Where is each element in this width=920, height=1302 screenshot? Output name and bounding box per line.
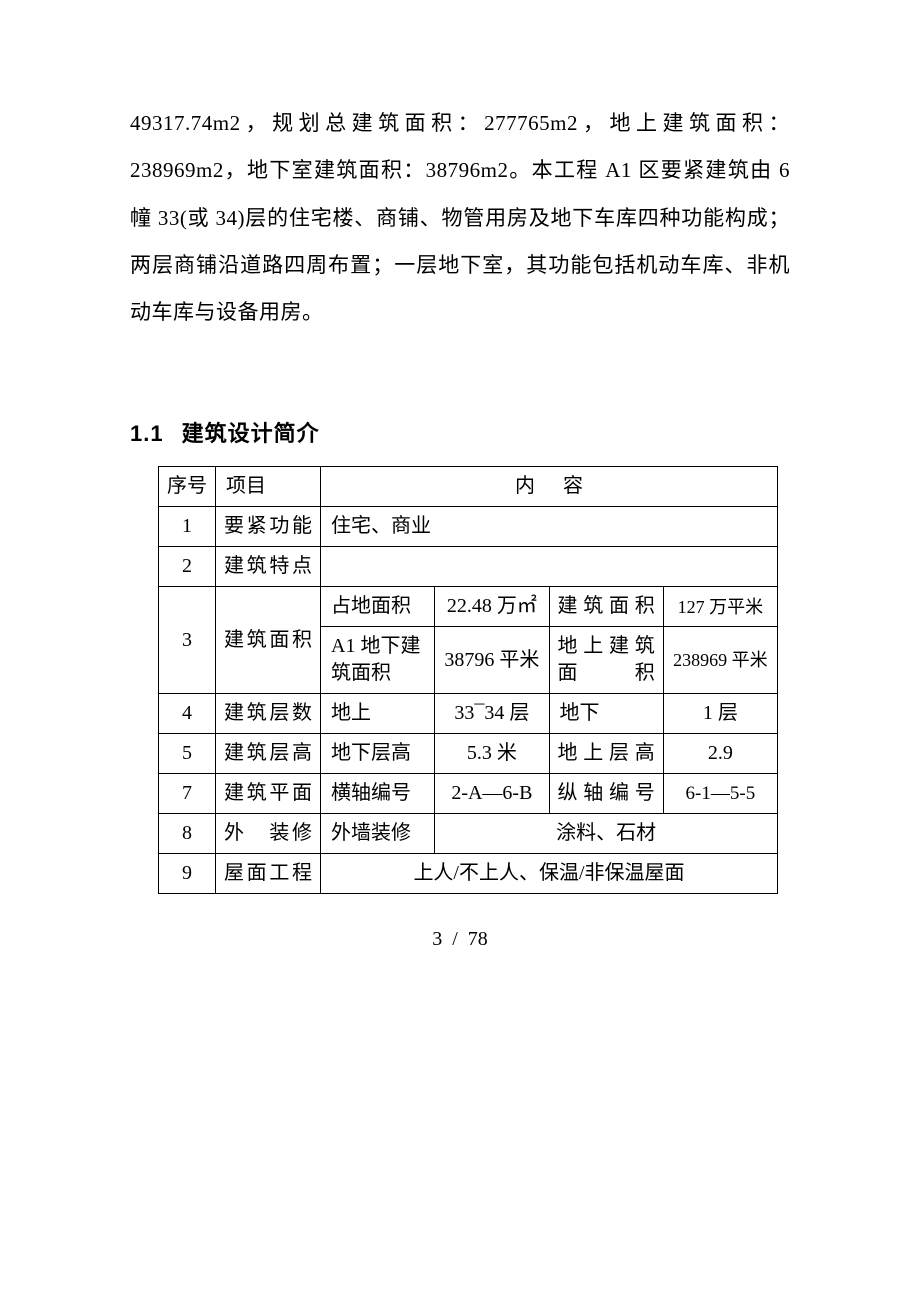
cell: 地上层高	[549, 734, 663, 774]
cell-item: 屋面工程	[216, 854, 321, 894]
cell: 127 万平米	[663, 587, 777, 627]
cell-content	[321, 547, 778, 587]
cell-seq: 3	[159, 587, 216, 694]
document-page: 49317.74m2，规划总建筑面积：277765m2，地上建筑面积：23896…	[0, 0, 920, 991]
table-row: 5 建筑层高 地下层高 5.3 米 地上层高 2.9	[159, 734, 778, 774]
page-sep: /	[452, 928, 458, 950]
section-title: 建筑设计简介	[182, 421, 320, 446]
design-table: 序号 项目 内容 1 要紧功能 住宅、商业 2 建筑特点 3 建筑面积 占地面积…	[158, 466, 778, 894]
section-number: 1.1	[130, 421, 164, 446]
table-row: 1 要紧功能 住宅、商业	[159, 507, 778, 547]
cell: 地下层高	[321, 734, 435, 774]
cell: 建筑面积	[549, 587, 663, 627]
table-row: 9 屋面工程 上人/不上人、保温/非保温屋面	[159, 854, 778, 894]
cell-seq: 1	[159, 507, 216, 547]
th-seq: 序号	[159, 467, 216, 507]
cell: 33¯34 层	[435, 694, 549, 734]
cell: 1 层	[663, 694, 777, 734]
th-content-r: 容	[563, 475, 583, 497]
cell: 地上建筑面积	[549, 627, 663, 694]
cell-seq: 5	[159, 734, 216, 774]
page-current: 3	[432, 928, 442, 950]
cell-item: 建筑平面	[216, 774, 321, 814]
cell: 5.3 米	[435, 734, 549, 774]
cell-seq: 9	[159, 854, 216, 894]
table-row: 2 建筑特点	[159, 547, 778, 587]
cell-item: 要紧功能	[216, 507, 321, 547]
cell: 外墙装修	[321, 814, 435, 854]
cell-item: 外 装修	[216, 814, 321, 854]
cell: 22.48 万㎡	[435, 587, 549, 627]
cell: 占地面积	[321, 587, 435, 627]
cell: 2-A—6-B	[435, 774, 549, 814]
body-paragraph: 49317.74m2，规划总建筑面积：277765m2，地上建筑面积：23896…	[130, 100, 790, 336]
cell-seq: 8	[159, 814, 216, 854]
cell-item: 建筑特点	[216, 547, 321, 587]
page-footer: 3 / 78	[130, 928, 790, 951]
page-total: 78	[468, 928, 488, 950]
th-content: 内容	[321, 467, 778, 507]
cell-content: 住宅、商业	[321, 507, 778, 547]
cell-seq: 2	[159, 547, 216, 587]
table-row: 3 建筑面积 占地面积 22.48 万㎡ 建筑面积 127 万平米	[159, 587, 778, 627]
table-header-row: 序号 项目 内容	[159, 467, 778, 507]
cell: 横轴编号	[321, 774, 435, 814]
cell-item: 建筑层数	[216, 694, 321, 734]
cell: 地上	[321, 694, 435, 734]
cell: 2.9	[663, 734, 777, 774]
cell: 38796 平米	[435, 627, 549, 694]
cell-seq: 7	[159, 774, 216, 814]
cell-item: 建筑面积	[216, 587, 321, 694]
th-content-l: 内	[515, 475, 563, 497]
cell: 6-1—5-5	[663, 774, 777, 814]
table-row: 8 外 装修 外墙装修 涂料、石材	[159, 814, 778, 854]
cell-seq: 4	[159, 694, 216, 734]
cell: 地下	[549, 694, 663, 734]
section-heading: 1.1 建筑设计简介	[130, 416, 790, 448]
table-row: 4 建筑层数 地上 33¯34 层 地下 1 层	[159, 694, 778, 734]
cell-item: 建筑层高	[216, 734, 321, 774]
cell: 纵轴编号	[549, 774, 663, 814]
th-item: 项目	[216, 467, 321, 507]
cell: 涂料、石材	[435, 814, 778, 854]
cell: A1 地下建筑面积	[321, 627, 435, 694]
cell: 上人/不上人、保温/非保温屋面	[321, 854, 778, 894]
cell: 238969 平米	[663, 627, 777, 694]
table-row: 7 建筑平面 横轴编号 2-A—6-B 纵轴编号 6-1—5-5	[159, 774, 778, 814]
